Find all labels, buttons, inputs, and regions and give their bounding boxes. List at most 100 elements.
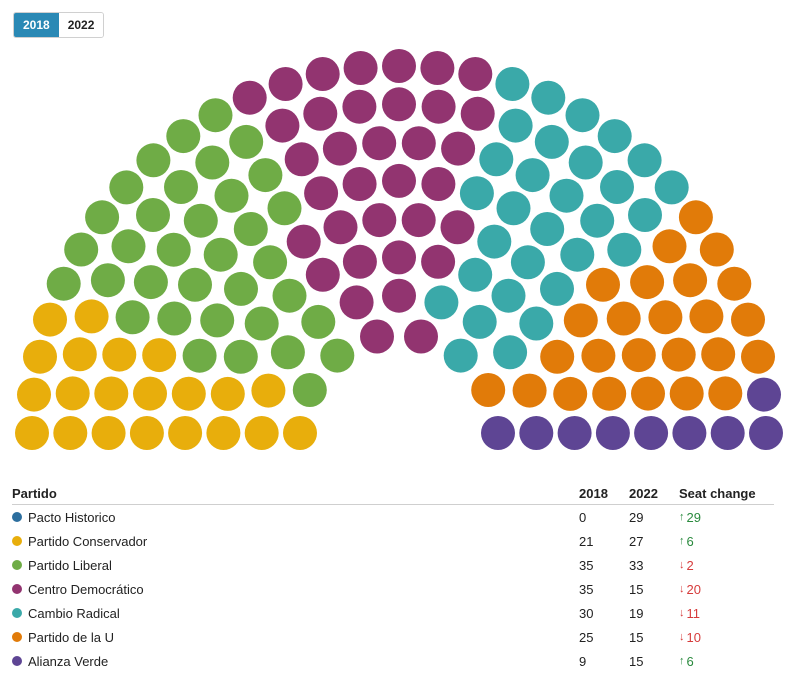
seat-dot [741, 339, 775, 374]
seat-dot [133, 376, 167, 411]
seat-dot [46, 266, 81, 301]
seat-dot [531, 80, 566, 115]
seat-change-value: 20 [686, 581, 701, 597]
seat-dot [322, 131, 357, 166]
seat-dot [495, 67, 530, 101]
seat-dot [673, 263, 708, 298]
seat-dot [142, 338, 177, 373]
seat-dot [195, 145, 230, 180]
seat-dot [272, 278, 307, 313]
party-color-dot [12, 512, 22, 522]
seat-dot [166, 119, 201, 154]
seat-dot [223, 339, 258, 374]
seat-dot [339, 285, 374, 320]
party-name: Cambio Radical [28, 605, 120, 621]
seat-dot [382, 87, 416, 122]
seat-dot [168, 416, 203, 450]
seat-dot [404, 319, 438, 354]
seat-dot [33, 302, 67, 337]
seat-dot [631, 376, 665, 411]
seat-dot [459, 176, 494, 211]
seat-dot [595, 416, 630, 450]
seat-dot [286, 224, 321, 259]
seat-dot [270, 335, 305, 370]
party-name: Partido Conservador [28, 533, 148, 549]
year-2022-button[interactable]: 2022 [58, 13, 104, 37]
seat-dot [479, 142, 514, 177]
seat-dot [563, 303, 598, 338]
seat-dot [540, 271, 574, 306]
seat-dot [661, 337, 696, 372]
arrow-down-icon: ↓ [679, 583, 685, 595]
seat-dot [621, 338, 656, 373]
seats-2022: 15 [629, 653, 644, 669]
seat-dot [421, 89, 456, 124]
seat-dot [284, 142, 319, 177]
seat-dot [136, 198, 170, 232]
seat-dot [382, 278, 416, 313]
seats-2022: 33 [629, 557, 644, 573]
table-row: Cambio Radical 30 19 ↓ 11 [12, 601, 774, 625]
party-color-dot [12, 536, 22, 546]
header-seat-change: Seat change [679, 485, 756, 501]
seat-dot [592, 376, 627, 411]
seat-dot [244, 306, 279, 341]
seat-dot [560, 237, 595, 272]
table-header: Partido 2018 2022 Seat change [12, 482, 774, 505]
seat-dot [248, 158, 283, 193]
seat-dot [421, 244, 456, 279]
seats-2018: 21 [579, 533, 594, 549]
party-name: Partido Liberal [28, 557, 112, 573]
header-2022: 2022 [629, 485, 658, 501]
seats-2018: 25 [579, 629, 594, 645]
seat-dot [401, 126, 436, 161]
seat-dot [156, 232, 191, 267]
seat-dot [462, 304, 497, 339]
seat-dot [115, 300, 150, 335]
seat-dot [498, 108, 533, 143]
seat-dot [731, 302, 765, 337]
seat-dot [600, 170, 634, 204]
parliament-hemicycle-chart [15, 49, 783, 450]
seat-dot [301, 304, 336, 339]
seats-2018: 35 [579, 581, 594, 597]
seats-2022: 19 [629, 605, 644, 621]
seat-dot [206, 416, 241, 450]
header-party: Partido [12, 485, 57, 501]
seat-dot [689, 299, 724, 334]
seats-2022: 27 [629, 533, 644, 549]
seat-dot [292, 373, 327, 407]
seat-dot [607, 232, 642, 267]
party-color-dot [12, 560, 22, 570]
seat-dot [510, 245, 545, 280]
year-2018-button[interactable]: 2018 [14, 13, 59, 37]
seat-dot [747, 377, 781, 412]
seat-dot [580, 203, 615, 238]
seat-dot [91, 416, 126, 450]
seat-dot [557, 416, 592, 450]
seat-change-value: 6 [686, 653, 694, 669]
seat-dot [717, 266, 752, 301]
table-row: Alianza Verde 9 15 ↑ 6 [12, 649, 774, 673]
seat-dot [515, 158, 550, 193]
arrow-up-icon: ↑ [679, 511, 685, 523]
seat-dot [304, 176, 339, 211]
seat-dot [652, 229, 687, 264]
party-name: Centro Democrático [28, 581, 144, 597]
seat-dot [581, 338, 616, 373]
seat-dot [678, 200, 713, 235]
seat-dot [630, 265, 665, 300]
seat-dot [553, 376, 588, 411]
seat-dot [519, 306, 554, 341]
seat-dot [424, 285, 459, 320]
seat-dot [102, 337, 137, 372]
seat-change-value: 6 [686, 533, 694, 549]
seat-dot [74, 299, 109, 334]
seat-dot [62, 337, 97, 372]
seat-dot [268, 67, 303, 101]
seat-dot [420, 51, 455, 85]
seats-2018: 30 [579, 605, 594, 621]
seat-change: ↓ 10 [679, 630, 774, 645]
table-row: Partido Conservador 21 27 ↑ 6 [12, 529, 774, 553]
year-toggle: 2018 2022 [13, 12, 105, 38]
